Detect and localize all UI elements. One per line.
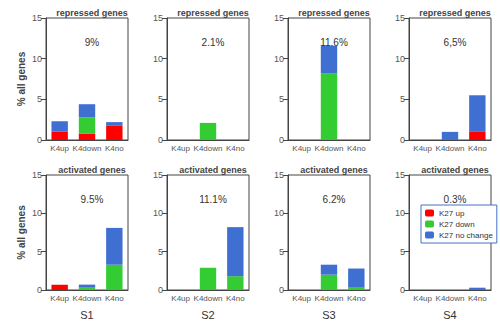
svg-text:0: 0 <box>37 135 42 145</box>
svg-text:K27 no change: K27 no change <box>439 231 493 240</box>
svg-text:5: 5 <box>37 94 42 104</box>
svg-text:10: 10 <box>32 208 42 218</box>
svg-text:5: 5 <box>400 247 405 257</box>
svg-text:11.6%: 11.6% <box>320 37 348 48</box>
svg-text:K4down: K4down <box>436 294 465 303</box>
svg-text:5: 5 <box>158 247 163 257</box>
svg-text:K4no: K4no <box>347 144 366 153</box>
svg-text:9%: 9% <box>85 37 100 48</box>
svg-text:15: 15 <box>274 170 284 180</box>
svg-text:0: 0 <box>158 285 163 295</box>
svg-text:0: 0 <box>279 285 284 295</box>
svg-text:S4: S4 <box>443 309 456 321</box>
svg-text:% all genes: % all genes <box>16 51 27 106</box>
svg-text:K4no: K4no <box>105 144 124 153</box>
svg-text:0: 0 <box>279 135 284 145</box>
svg-text:5: 5 <box>400 94 405 104</box>
svg-text:S3: S3 <box>322 309 335 321</box>
svg-text:K4no: K4no <box>226 144 245 153</box>
svg-text:K4down: K4down <box>73 144 102 153</box>
svg-text:6,5%: 6,5% <box>444 37 467 48</box>
svg-text:0: 0 <box>400 285 405 295</box>
svg-text:K4no: K4no <box>347 294 366 303</box>
svg-text:K4down: K4down <box>315 294 344 303</box>
svg-text:K4down: K4down <box>315 144 344 153</box>
svg-text:10: 10 <box>274 54 284 64</box>
svg-text:10: 10 <box>153 54 163 64</box>
svg-text:K4down: K4down <box>194 294 223 303</box>
svg-text:6.2%: 6.2% <box>323 194 346 205</box>
svg-text:15: 15 <box>153 170 163 180</box>
svg-text:0: 0 <box>37 285 42 295</box>
svg-text:2.1%: 2.1% <box>202 37 225 48</box>
svg-text:10: 10 <box>153 208 163 218</box>
svg-text:activated genes: activated genes <box>58 165 126 175</box>
svg-text:10: 10 <box>395 208 405 218</box>
svg-text:5: 5 <box>279 94 284 104</box>
svg-text:K4down: K4down <box>436 144 465 153</box>
svg-text:S2: S2 <box>201 309 214 321</box>
svg-text:15: 15 <box>274 13 284 23</box>
svg-text:K4up: K4up <box>413 294 432 303</box>
svg-text:repressed genes: repressed genes <box>177 8 249 18</box>
svg-text:S1: S1 <box>80 309 93 321</box>
svg-text:K4up: K4up <box>171 294 190 303</box>
svg-text:% all genes: % all genes <box>16 205 27 260</box>
svg-text:15: 15 <box>153 13 163 23</box>
svg-text:K4no: K4no <box>226 294 245 303</box>
svg-text:K4up: K4up <box>292 294 311 303</box>
svg-text:activated genes: activated genes <box>300 165 368 175</box>
svg-text:5: 5 <box>279 247 284 257</box>
svg-text:K27 up: K27 up <box>439 209 465 218</box>
svg-text:5: 5 <box>158 94 163 104</box>
svg-text:15: 15 <box>395 170 405 180</box>
svg-text:K4up: K4up <box>292 144 311 153</box>
svg-text:15: 15 <box>32 170 42 180</box>
svg-text:repressed genes: repressed genes <box>419 8 491 18</box>
svg-text:0: 0 <box>158 135 163 145</box>
svg-text:10: 10 <box>32 54 42 64</box>
svg-text:15: 15 <box>395 13 405 23</box>
svg-text:9.5%: 9.5% <box>81 194 104 205</box>
svg-text:repressed genes: repressed genes <box>298 8 370 18</box>
svg-text:K4down: K4down <box>73 294 102 303</box>
svg-text:11.1%: 11.1% <box>199 194 227 205</box>
svg-text:0.3%: 0.3% <box>444 194 467 205</box>
svg-text:K4no: K4no <box>105 294 124 303</box>
svg-text:K27 down: K27 down <box>439 220 475 229</box>
svg-text:0: 0 <box>400 135 405 145</box>
svg-text:K4up: K4up <box>171 144 190 153</box>
svg-text:K4up: K4up <box>50 294 69 303</box>
svg-text:10: 10 <box>274 208 284 218</box>
svg-text:K4up: K4up <box>413 144 432 153</box>
svg-text:K4up: K4up <box>50 144 69 153</box>
svg-text:activated genes: activated genes <box>421 165 489 175</box>
svg-text:K4down: K4down <box>194 144 223 153</box>
svg-text:repressed genes: repressed genes <box>56 8 128 18</box>
svg-text:5: 5 <box>37 247 42 257</box>
svg-text:activated genes: activated genes <box>179 165 247 175</box>
svg-text:K4no: K4no <box>468 144 487 153</box>
svg-text:10: 10 <box>395 54 405 64</box>
svg-text:15: 15 <box>32 13 42 23</box>
svg-text:K4no: K4no <box>468 294 487 303</box>
